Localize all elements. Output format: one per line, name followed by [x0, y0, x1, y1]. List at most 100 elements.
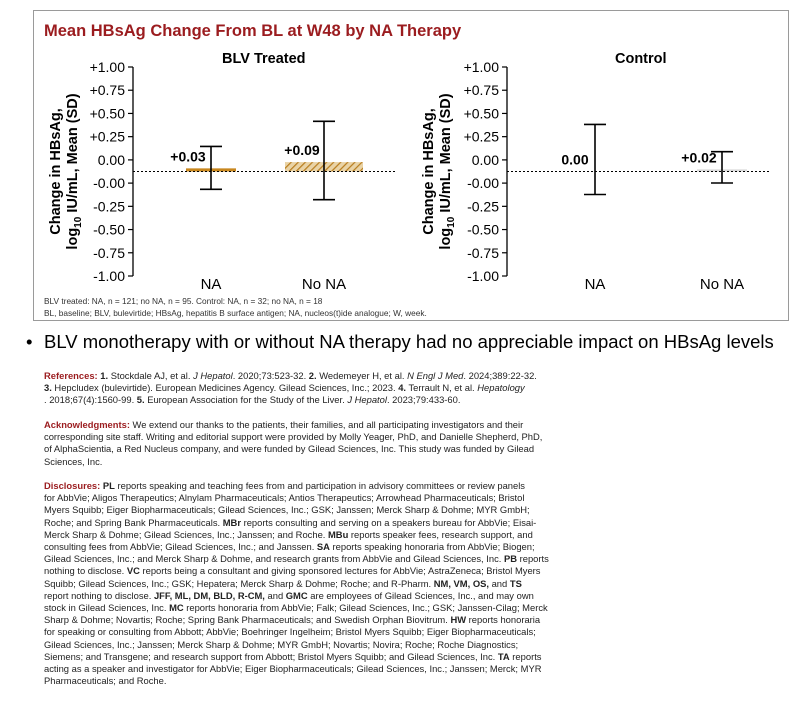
y-axis-label: log10 IU/mL, Mean (SD) — [65, 93, 84, 249]
acknowledgments-block: Acknowledgments: We extend our thanks to… — [44, 419, 604, 468]
disclosure-text: stock in Gilead Sciences, Inc. — [44, 602, 170, 614]
ref-text: . 2018;67(4):1560-99. — [44, 394, 137, 406]
y-tick-label: +0.75 — [90, 82, 126, 98]
chart-area: +1.00 +0.75 +0.50 +0.25 0.00 -0.00 -0.25 -0.50 -… — [48, 59, 769, 293]
y-tick-label: -0.25 — [467, 198, 499, 214]
disclosure-text: Gilead Sciences, Inc.; Janssen; Merck Sh… — [44, 638, 519, 650]
ref-journal: Hepatology — [477, 382, 525, 394]
y-tick-label: 0.00 — [472, 152, 499, 168]
y-tick-label: -0.00 — [93, 175, 125, 191]
x-category-label: NA — [201, 276, 222, 293]
y-tick-label: +0.25 — [464, 129, 500, 145]
author-initials: HW — [450, 614, 467, 626]
disclosure-text: report nothing to disclose. — [44, 589, 154, 601]
ref-number: 1. — [100, 370, 109, 381]
ref-text: Terrault N, et al. — [406, 382, 478, 394]
y-axis-label: Change in HBsAg, — [421, 108, 437, 234]
disclosure-text: reports honoraria from AbbVie; Falk; Gil… — [183, 602, 548, 614]
y-tick-label: -0.25 — [93, 198, 125, 214]
author-initials: JFF, ML, DM, BLD, R-CM, — [153, 589, 265, 601]
author-initials: MC — [169, 602, 184, 614]
author-initials: TA — [497, 650, 510, 662]
disclosure-text: Roche; and Spring Bank Pharmaceuticals. — [44, 516, 223, 528]
y-axis-label-subscript: 10 — [446, 216, 457, 228]
ref-text: European Association for the Study of th… — [144, 394, 348, 406]
y-axis-label: Change in HBsAg, — [48, 108, 64, 234]
disclosure-text: Merck Sharp & Dohme; Gilead Sciences, In… — [44, 528, 328, 540]
panel-title-control: Control — [615, 51, 667, 67]
disclosure-text: reports speaking honoraria from AbbVie; … — [329, 541, 535, 553]
data-label: +0.09 — [284, 142, 320, 158]
y-axis-label-part: IU/mL, Mean (SD) — [65, 93, 81, 216]
data-label: 0.00 — [561, 152, 588, 168]
key-finding-text: BLV monotherapy with or without NA thera… — [44, 331, 774, 352]
disclosure-text: reports being a consultant and giving sp… — [139, 565, 541, 577]
author-initials: MBu — [328, 528, 349, 540]
disclosure-text: Squibb; Gilead Sciences, Inc.; GSK; Hepa… — [44, 577, 434, 589]
disclosures-heading: Disclosures: — [44, 480, 101, 491]
disclosure-text: for speaking or consulting from Abbott; … — [44, 626, 536, 638]
disclosure-text: Gilead Sciences, Inc.; and Merck Sharp &… — [44, 553, 504, 565]
data-label: +0.03 — [170, 148, 206, 164]
acknowledgments-heading: Acknowledgments: — [44, 419, 130, 430]
ack-text: of AlphaScientia, a Red Nucleus company,… — [44, 443, 535, 455]
key-finding: • BLV monotherapy with or without NA ther… — [26, 331, 774, 353]
y-tick-label: -0.75 — [93, 245, 125, 261]
disclosure-text: Myers Squibb; Eiger Biopharmaceuticals; … — [44, 504, 530, 516]
ref-journal: N Engl J Med — [407, 370, 464, 381]
ref-number: 5. — [136, 394, 145, 406]
ack-text: corresponding site staff. Writing and ed… — [44, 431, 543, 443]
ref-number: 2. — [308, 370, 317, 381]
x-category-label: No NA — [700, 276, 744, 293]
bullet-icon: • — [26, 331, 33, 352]
ref-number: 4. — [398, 382, 407, 394]
abbreviations-note: BL, baseline; BLV, bulevirtide; HBsAg, h… — [44, 308, 427, 318]
sample-size-note: BLV treated: NA, n = 121; no NA, n = 95.… — [44, 296, 323, 306]
ref-journal: J Hepatol — [347, 394, 387, 406]
y-axis-label-part: IU/mL, Mean (SD) — [438, 93, 454, 216]
y-tick-label: -0.50 — [467, 222, 499, 238]
ref-text: Hepcludex (bulevirtide). European Medici… — [51, 382, 399, 394]
author-initials: VC — [126, 565, 140, 577]
ack-text: Sciences, Inc. — [44, 455, 103, 467]
y-tick-label: +0.50 — [464, 105, 500, 121]
x-category-label: NA — [585, 276, 606, 293]
disclosure-text: reports honoraria — [466, 614, 541, 626]
y-axis-label-subscript: 10 — [73, 216, 84, 228]
ref-text: Wedemeyer H, et al. — [316, 370, 408, 381]
y-tick-label: +1.00 — [90, 59, 126, 75]
figure-title: Mean HBsAg Change From BL at W48 by NA T… — [44, 22, 462, 40]
y-tick-label: -0.00 — [467, 175, 499, 191]
y-tick-label: -0.50 — [93, 222, 125, 238]
disclosure-text: for AbbVie; Aligos Therapeutics; Alnylam… — [44, 492, 525, 504]
author-initials: TS — [509, 577, 522, 589]
disclosure-text: Siemens; and Transgene; and research sup… — [44, 650, 498, 662]
y-tick-label: 0.00 — [98, 152, 125, 168]
y-tick-label: +0.75 — [464, 82, 500, 98]
author-initials: SA — [316, 541, 330, 553]
ref-text: Stockdale AJ, et al. — [108, 370, 194, 381]
ref-number: 3. — [44, 382, 52, 394]
references-heading: References: — [44, 370, 98, 381]
disclosure-text: are employees of Gilead Sciences, Inc., … — [307, 589, 534, 601]
y-tick-label: +0.25 — [90, 129, 126, 145]
disclosure-text: reports speaker fees, research support, … — [348, 528, 533, 540]
ref-text: . 2024;389:22-32. — [463, 370, 537, 381]
figure-frame — [33, 10, 789, 321]
y-tick-label: -1.00 — [93, 268, 125, 284]
panel-blv-treated: +1.00 +0.75 +0.50 +0.25 0.00 -0.00 -0.25 -0.50 -… — [48, 59, 395, 293]
panel-title-blv-treated: BLV Treated — [222, 51, 306, 67]
ref-text: . 2020;73:523-32. — [232, 370, 309, 381]
y-axis-label-part: log — [65, 228, 81, 250]
disclosure-text: reports speaking and teaching fees from … — [114, 480, 525, 491]
ref-journal: J Hepatol — [193, 370, 233, 381]
references-block: References: 1. Stockdale AJ, et al. J He… — [44, 370, 604, 407]
disclosure-text: reports — [509, 650, 542, 662]
y-tick-label: -0.75 — [467, 245, 499, 261]
panel-control: +1.00 +0.75 +0.50 +0.25 0.00 -0.00 -0.25 -0.50 -… — [421, 59, 769, 293]
disclosure-text: and — [488, 577, 510, 589]
disclosure-text: acting as a speaker and investigator for… — [44, 663, 542, 675]
ack-text: We extend our thanks to the patients, th… — [129, 419, 524, 430]
y-tick-label: -1.00 — [467, 268, 499, 284]
disclosure-text: consulting fees from AbbVie; Gilead Scie… — [44, 541, 317, 553]
